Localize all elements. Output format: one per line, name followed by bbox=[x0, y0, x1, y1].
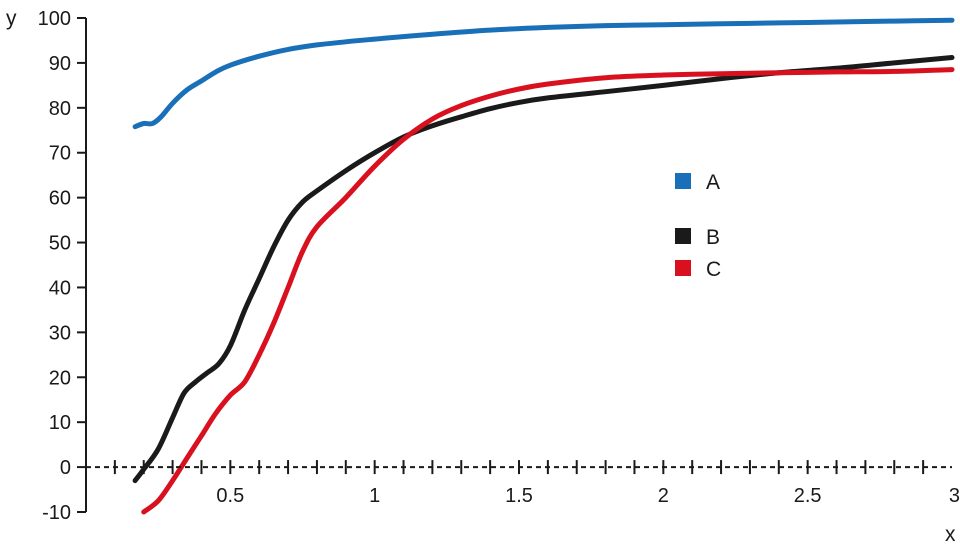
y-tick-label: 90 bbox=[49, 53, 71, 75]
y-tick-label: 100 bbox=[38, 8, 71, 30]
y-ticks: -10 0 10 20 30 40 50 60 70 80 90 100 bbox=[38, 8, 86, 524]
x-axis-title: x bbox=[945, 523, 956, 546]
series-layer bbox=[132, 17, 955, 515]
legend-swatch-a bbox=[675, 173, 691, 189]
y-tick-label: -10 bbox=[42, 502, 71, 524]
y-tick-label: 20 bbox=[49, 367, 71, 389]
legend-swatch-c bbox=[675, 260, 691, 276]
y-tick-label: 60 bbox=[49, 188, 71, 210]
legend-label-b: B bbox=[706, 226, 720, 249]
y-tick-label: 50 bbox=[49, 233, 71, 255]
x-ticks: 0.5 1 1.5 2 2.5 3 bbox=[113, 460, 960, 507]
axes-layer: -10 0 10 20 30 40 50 60 70 80 90 100 0.5 1 1.5 2 2.5 3 y… bbox=[6, 7, 960, 546]
legend-label-c: C bbox=[706, 258, 721, 281]
x-tick-label: 1.5 bbox=[505, 485, 533, 507]
x-tick-label: 0.5 bbox=[216, 485, 244, 507]
y-tick-label: 70 bbox=[49, 143, 71, 165]
series-line-b bbox=[132, 55, 955, 484]
x-tick-label: 2.5 bbox=[794, 485, 822, 507]
series-line-c bbox=[141, 67, 955, 515]
y-axis-title: y bbox=[6, 7, 17, 30]
y-tick-label: 0 bbox=[60, 457, 71, 479]
x-tick-label: 3 bbox=[949, 485, 960, 507]
y-tick-label: 40 bbox=[49, 277, 71, 299]
legend-swatch-b bbox=[675, 228, 691, 244]
x-tick-label: 2 bbox=[658, 485, 669, 507]
y-tick-label: 80 bbox=[49, 98, 71, 120]
legend: A BC bbox=[675, 171, 721, 281]
legend-label-a: A bbox=[706, 171, 720, 194]
x-tick-label: 1 bbox=[369, 485, 380, 507]
y-tick-label: 30 bbox=[49, 322, 71, 344]
series-line-a bbox=[132, 17, 955, 130]
y-tick-label: 10 bbox=[49, 412, 71, 434]
